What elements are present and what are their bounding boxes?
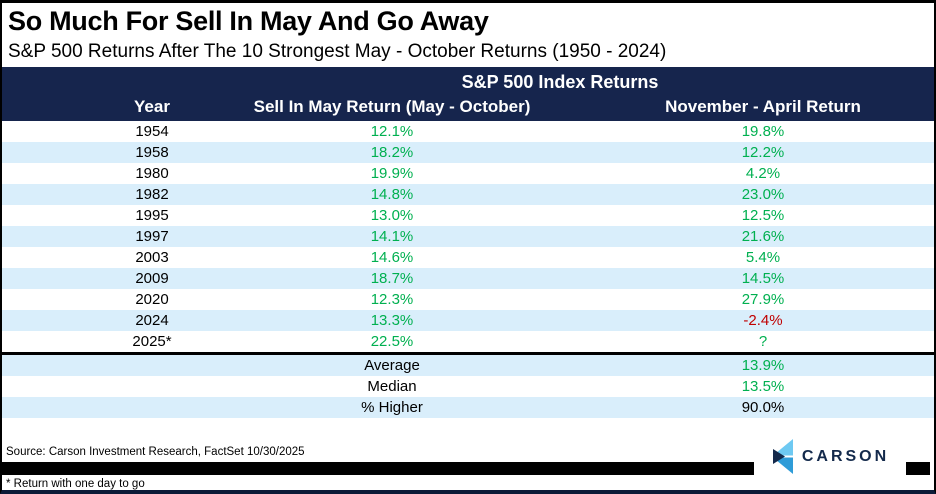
summary-spacer-cell — [2, 397, 242, 418]
footnote-line: * Return with one day to go — [6, 478, 145, 490]
table-row: 2024 13.3% -2.4% — [2, 310, 934, 331]
sell-in-may-cell: 13.3% — [370, 312, 414, 329]
nov-apr-cell: 27.9% — [741, 291, 785, 308]
summary-spacer-cell — [2, 355, 242, 376]
year-cell: 2024 — [135, 312, 169, 329]
carson-chevron-icon — [772, 439, 793, 474]
sell-in-may-cell: 14.8% — [370, 186, 414, 203]
summary-row: Median 13.5% — [2, 376, 934, 397]
footer-black-bar — [2, 462, 930, 475]
sell-in-may-cell: 12.3% — [370, 291, 414, 308]
page-title: So Much For Sell In May And Go Away — [8, 6, 489, 36]
group-header-spacer — [2, 67, 242, 97]
nov-apr-cell: 19.8% — [741, 123, 785, 140]
year-cell: 2003 — [135, 249, 169, 266]
table-row: 1982 14.8% 23.0% — [2, 184, 934, 205]
nov-apr-cell: 23.0% — [741, 186, 785, 203]
carson-logo-wordmark: CARSON — [801, 447, 890, 465]
table-row: 1995 13.0% 12.5% — [2, 205, 934, 226]
sell-in-may-cell: 12.1% — [370, 123, 414, 140]
nov-apr-cell: 4.2% — [745, 165, 781, 182]
returns-table: S&P 500 Index Returns Year Sell In May R… — [2, 67, 934, 418]
page-subtitle: S&P 500 Returns After The 10 Strongest M… — [8, 41, 667, 62]
table-row: 2025* 22.5% ? — [2, 331, 934, 352]
table-row: 1980 19.9% 4.2% — [2, 163, 934, 184]
nov-apr-cell: 12.5% — [741, 207, 785, 224]
sell-in-may-cell: 14.1% — [370, 228, 414, 245]
nov-apr-cell: 12.2% — [741, 144, 785, 161]
year-cell: 2009 — [135, 270, 169, 287]
table-row: 1997 14.1% 21.6% — [2, 226, 934, 247]
sell-in-may-cell: 18.2% — [370, 144, 414, 161]
sell-in-may-cell: 18.7% — [370, 270, 414, 287]
sell-in-may-cell: 13.0% — [370, 207, 414, 224]
nov-apr-cell: 14.5% — [741, 270, 785, 287]
summary-divider — [2, 352, 934, 355]
table-row: 2009 18.7% 14.5% — [2, 268, 934, 289]
table-body: 1954 12.1% 19.8% 1958 18.2% 12.2% 1980 1… — [2, 121, 934, 352]
summary-spacer-cell — [2, 376, 242, 397]
column-header-sell-in-may: Sell In May Return (May - October) — [253, 97, 531, 116]
table-summary: Average 13.9% Median 13.5% % Higher 90.0… — [2, 355, 934, 418]
year-cell: 2020 — [135, 291, 169, 308]
table-row: 1958 18.2% 12.2% — [2, 142, 934, 163]
sell-in-may-cell: 14.6% — [370, 249, 414, 266]
nov-apr-cell: 21.6% — [741, 228, 785, 245]
summary-value: 90.0% — [741, 399, 785, 416]
summary-label: % Higher — [361, 399, 423, 416]
column-header-year: Year — [134, 97, 170, 116]
year-cell: 1995 — [135, 207, 169, 224]
table-group-header: S&P 500 Index Returns — [461, 72, 659, 92]
table-row: 2003 14.6% 5.4% — [2, 247, 934, 268]
table-row: 2020 12.3% 27.9% — [2, 289, 934, 310]
nov-apr-cell: 5.4% — [745, 249, 781, 266]
year-cell: 1954 — [135, 123, 169, 140]
summary-label: Average — [364, 357, 420, 374]
summary-label: Median — [367, 378, 417, 395]
nov-apr-cell: ? — [758, 333, 768, 350]
year-cell: 1997 — [135, 228, 169, 245]
sell-in-may-cell: 19.9% — [370, 165, 414, 182]
column-header-nov-apr: November - April Return — [665, 97, 861, 116]
year-cell: 1958 — [135, 144, 169, 161]
nov-apr-cell: -2.4% — [743, 312, 783, 329]
summary-value: 13.9% — [741, 357, 785, 374]
sell-in-may-cell: 22.5% — [370, 333, 414, 350]
summary-row: % Higher 90.0% — [2, 397, 934, 418]
table-header: S&P 500 Index Returns Year Sell In May R… — [2, 67, 934, 121]
summary-value: 13.5% — [741, 378, 785, 395]
summary-row: Average 13.9% — [2, 355, 934, 376]
table-row: 1954 12.1% 19.8% — [2, 121, 934, 142]
carson-logo: CARSON — [754, 434, 906, 479]
year-cell: 2025* — [132, 333, 172, 350]
source-line: Source: Carson Investment Research, Fact… — [6, 446, 305, 458]
year-cell: 1982 — [135, 186, 169, 203]
year-cell: 1980 — [135, 165, 169, 182]
